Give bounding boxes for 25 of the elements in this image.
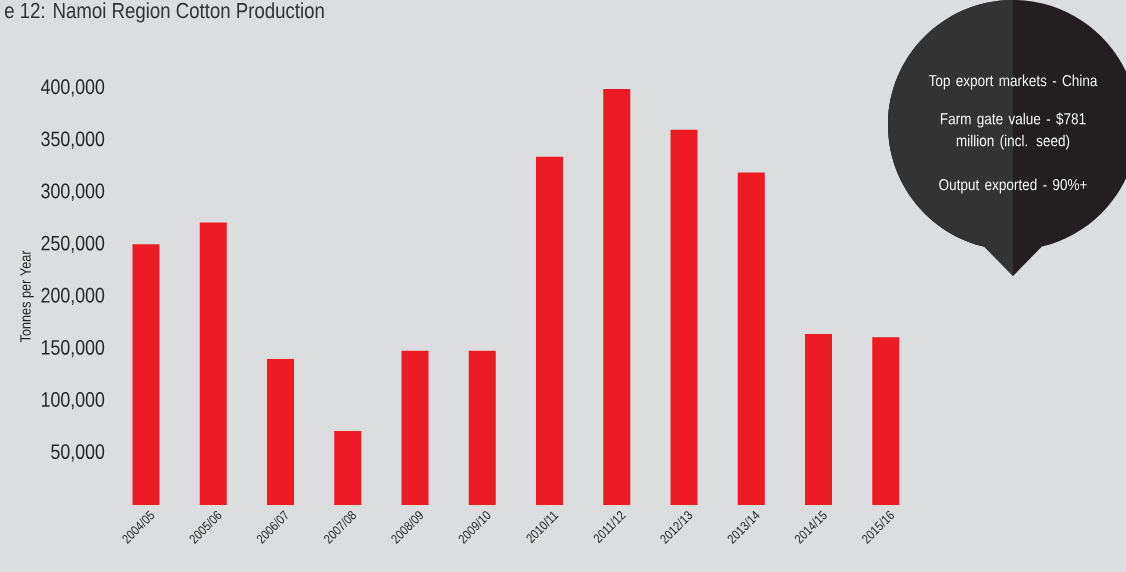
bar bbox=[267, 359, 295, 505]
y-tick-label: 50,000 bbox=[51, 444, 105, 462]
bar bbox=[536, 156, 564, 505]
y-tick-label: 100,000 bbox=[41, 392, 105, 410]
bar bbox=[199, 222, 227, 505]
y-tick-label: 150,000 bbox=[41, 339, 105, 358]
text: Top export markets - China bbox=[928, 74, 1098, 90]
bar bbox=[468, 350, 496, 505]
bar bbox=[670, 129, 698, 505]
text: Farm gate value - $781 million (incl. seed) bbox=[940, 112, 1086, 150]
bar bbox=[805, 334, 833, 505]
y-tick-label: 400,000 bbox=[40, 79, 105, 97]
y-tick-label: 300,000 bbox=[41, 183, 105, 201]
bar bbox=[401, 350, 429, 505]
text: Output exported - 90%+ bbox=[939, 178, 1087, 194]
bar bbox=[737, 172, 765, 505]
bar bbox=[132, 244, 160, 505]
y-tick-label: 250,000 bbox=[41, 235, 105, 253]
chart-title: e 12: Namoi Region Cotton Production bbox=[5, 2, 324, 23]
bar bbox=[603, 89, 631, 505]
y-axis-title: Tonnes per Year bbox=[20, 250, 34, 343]
y-tick-label: 350,000 bbox=[41, 131, 105, 149]
bar bbox=[872, 337, 900, 505]
y-tick-label: 200,000 bbox=[41, 287, 105, 306]
bar bbox=[334, 430, 362, 505]
